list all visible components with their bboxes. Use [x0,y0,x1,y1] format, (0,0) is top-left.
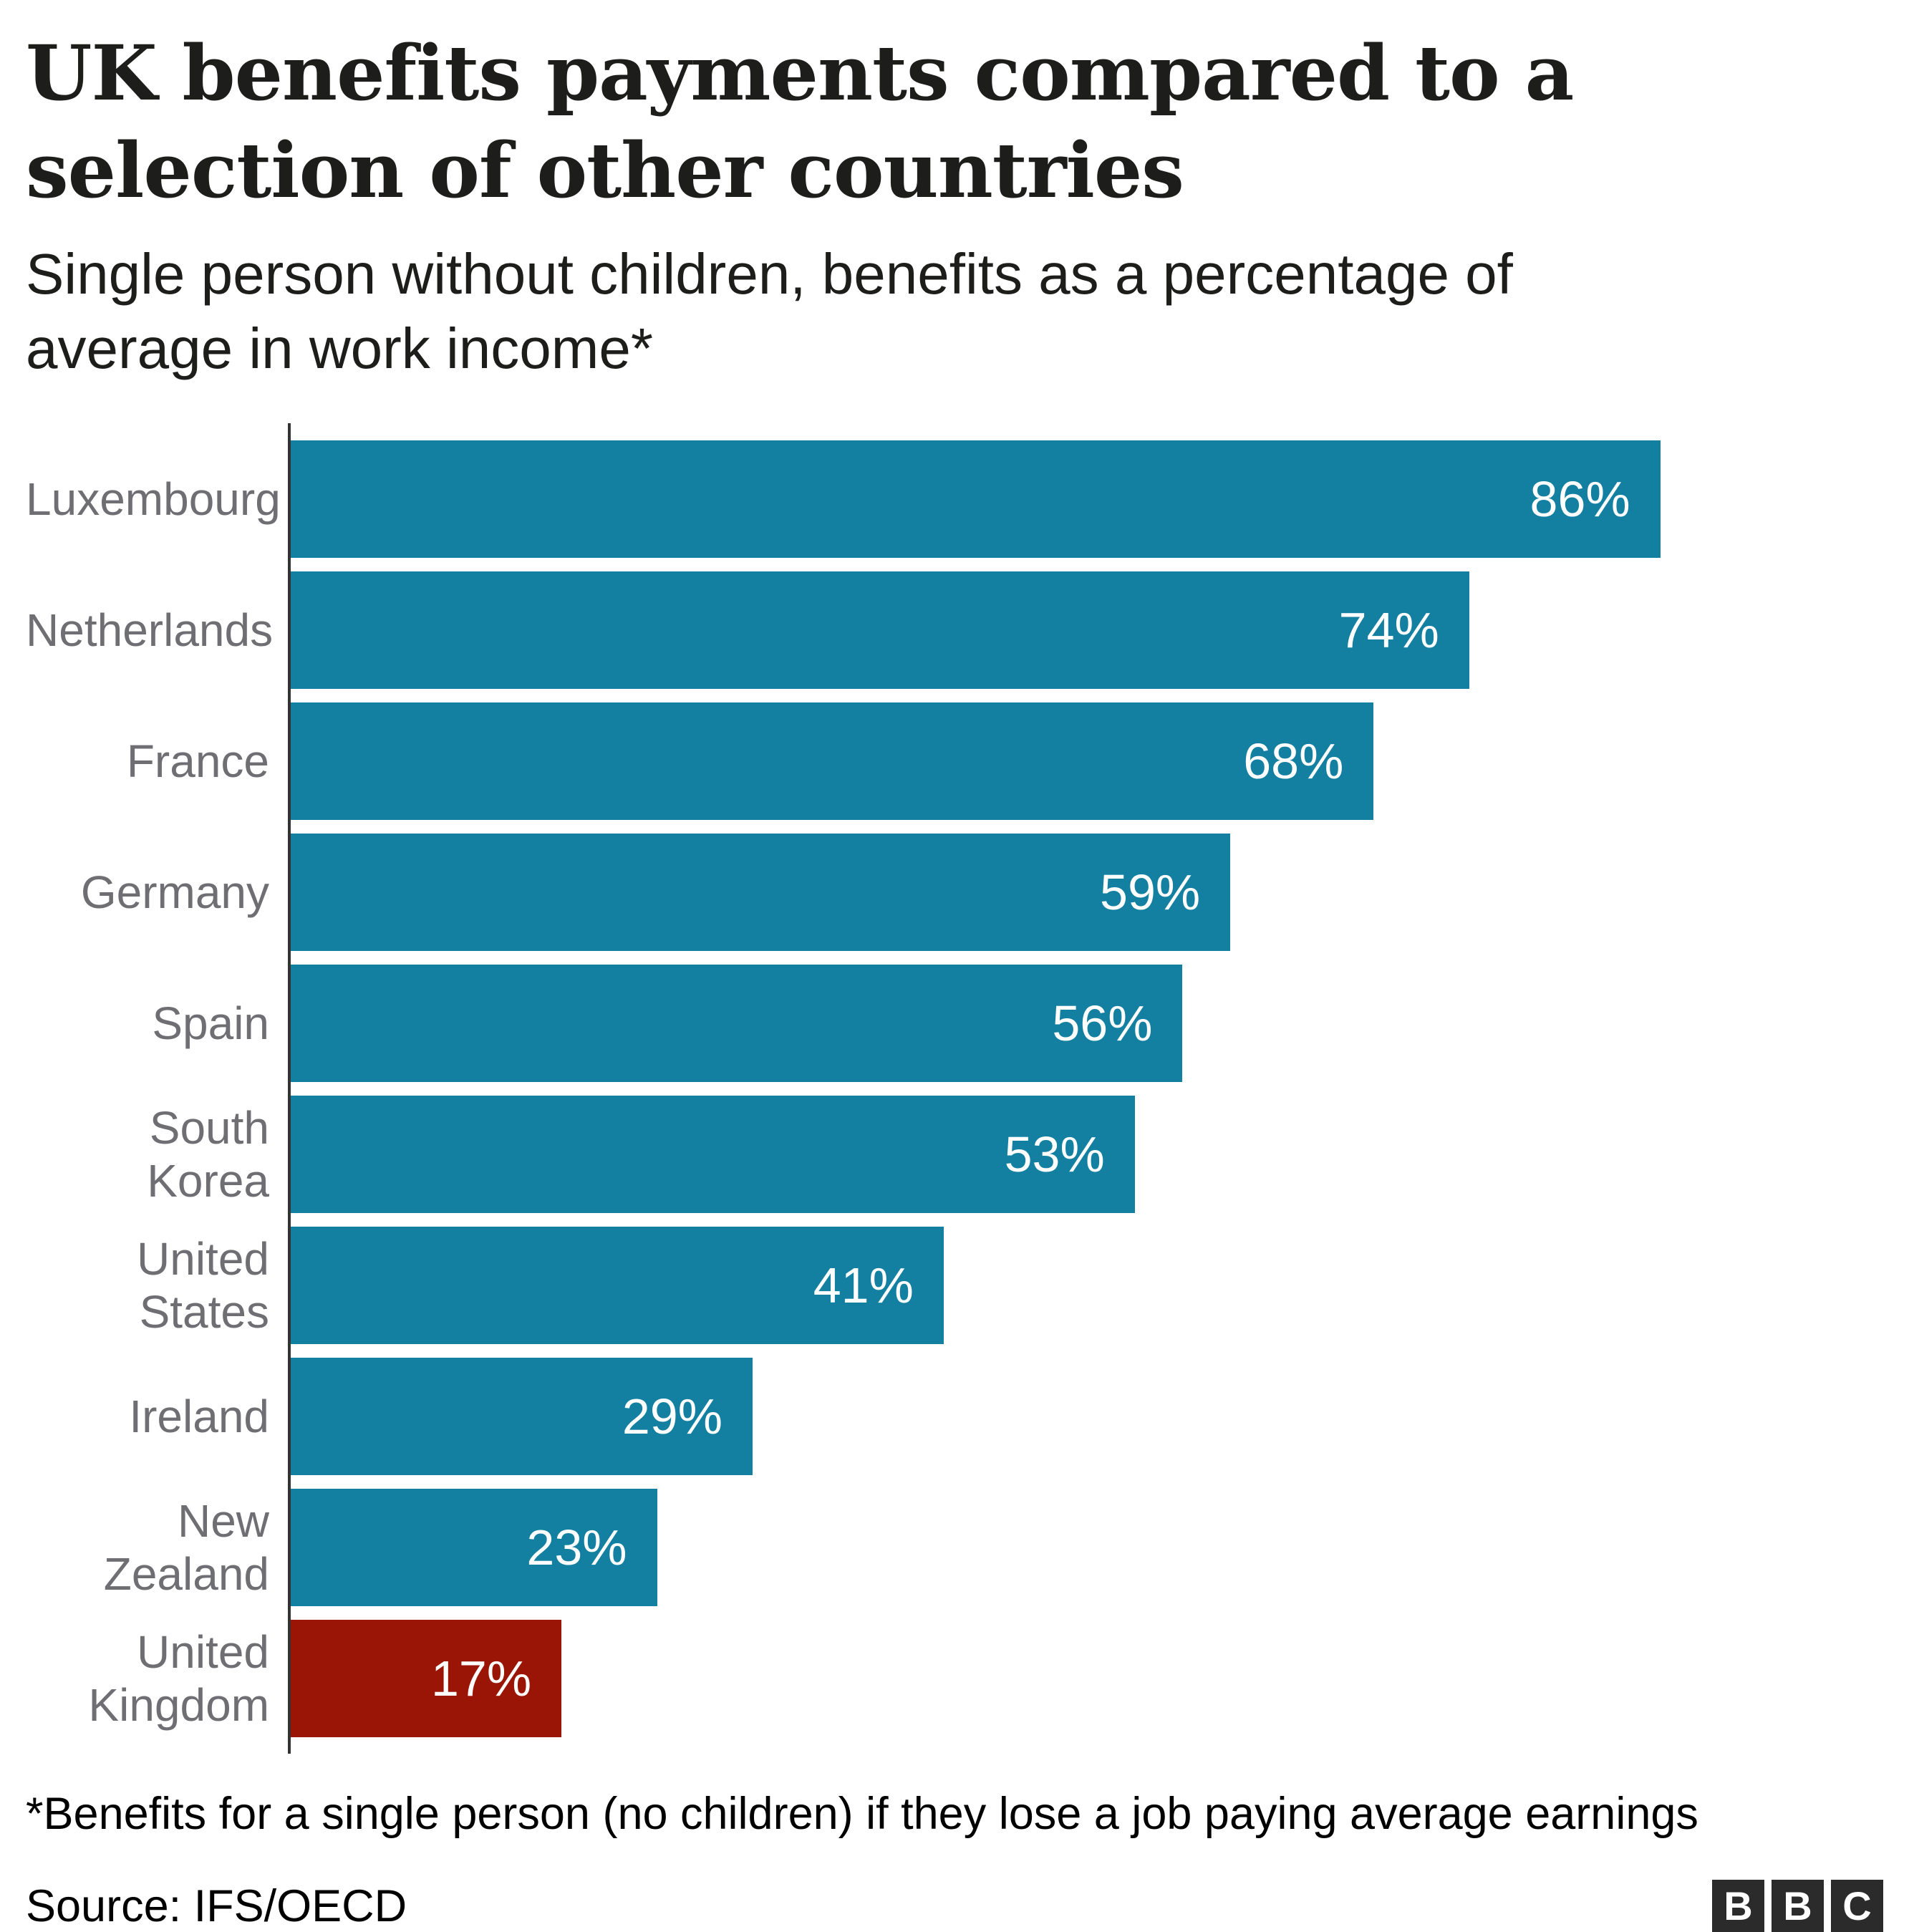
bbc-logo-block-b2: B [1772,1880,1824,1932]
bar-value-label: 29% [622,1388,722,1444]
bar-row: France 68% [26,695,1883,826]
chart-title-line1: UK benefits payments compared to a [26,28,1574,117]
bar-value-label: 41% [813,1257,914,1313]
bar-value-label: 68% [1243,733,1344,789]
bar-value-label: 56% [1052,995,1153,1051]
category-label: New Zealand [103,1494,269,1600]
bar: 68% [291,702,1374,820]
category-label: United States [137,1232,269,1338]
footnote: *Benefits for a single person (no childr… [26,1789,1698,1840]
bar-track: 23% [291,1488,1883,1606]
bar-track: 53% [291,1095,1883,1213]
bar-row: South Korea 53% [26,1088,1883,1219]
bar-value-label: 17% [430,1650,532,1706]
bar-row: Luxembourg 86% [26,433,1883,564]
bar-track: 29% [291,1357,1883,1475]
y-axis-line [288,423,291,1754]
bar-value-label: 86% [1529,470,1630,527]
category-label: United Kingdom [88,1626,269,1731]
bar-chart: Luxembourg 86% Netherlands 74% France 68% Germ… [26,423,1883,1754]
bar-track: 86% [291,440,1883,558]
bar: 41% [291,1226,944,1344]
bar: 29% [291,1357,753,1475]
bar-row: United Kingdom 17% [26,1613,1883,1744]
bar-highlighted: 17% [291,1619,562,1737]
bbc-logo-block-b1: B [1712,1880,1764,1932]
bar-rows: Luxembourg 86% Netherlands 74% France 68% Germ… [26,433,1883,1744]
category-label: Ireland [129,1390,269,1442]
bar-row: Spain 56% [26,957,1883,1088]
category-label: Germany [80,866,269,918]
category-label: France [126,735,269,787]
category-label: Spain [152,997,269,1049]
bar-row: New Zealand 23% [26,1482,1883,1613]
bar-track: 17% [291,1619,1883,1737]
bar-track: 41% [291,1226,1883,1344]
bar-track: 56% [291,964,1883,1082]
bar: 59% [291,833,1231,951]
bar-row: Ireland 29% [26,1351,1883,1482]
bar-track: 68% [291,702,1883,820]
category-label: Netherlands [26,604,274,656]
category-label: South Korea [147,1101,269,1207]
bar-track: 59% [291,833,1883,951]
chart-subtitle: Single person without children, benefits… [26,237,1883,386]
bar-row: Germany 59% [26,826,1883,957]
bar-value-label: 74% [1338,602,1439,658]
bbc-logo-block-c: C [1831,1880,1883,1932]
bar-row: United States 41% [26,1219,1883,1351]
footer-row: Source: IFS/OECD B B C [26,1880,1883,1932]
bbc-logo: B B C [1712,1880,1883,1932]
source-label: Source: IFS/OECD [26,1880,407,1931]
bar: 56% [291,964,1183,1082]
chart-title-line2: selection of other countries [26,125,1184,215]
bar-value-label: 59% [1100,864,1201,920]
bar: 23% [291,1488,657,1606]
bar: 74% [291,571,1469,689]
bar-value-label: 53% [1004,1126,1105,1182]
chart-title: UK benefits payments compared to a selec… [26,24,1883,218]
bar: 53% [291,1095,1135,1213]
bar-track: 74% [291,571,1883,689]
chart-subtitle-line2: average in work income* [26,317,653,381]
bar: 86% [291,440,1661,558]
chart-subtitle-line1: Single person without children, benefits… [26,242,1513,306]
category-label: Luxembourg [26,473,281,525]
bar-value-label: 23% [526,1519,627,1575]
bar-row: Netherlands 74% [26,564,1883,695]
